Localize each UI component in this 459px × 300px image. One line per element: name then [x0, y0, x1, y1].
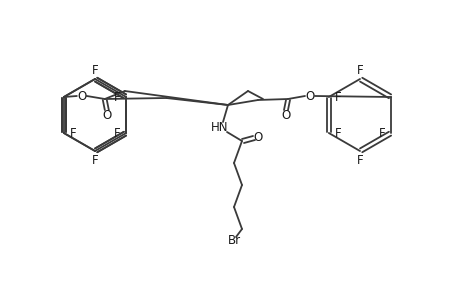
- Text: O: O: [281, 109, 290, 122]
- Text: O: O: [305, 89, 314, 103]
- Text: HN: HN: [211, 121, 228, 134]
- Text: F: F: [91, 154, 98, 166]
- Text: F: F: [69, 127, 76, 140]
- Text: O: O: [253, 130, 262, 143]
- Text: O: O: [77, 89, 86, 103]
- Text: F: F: [334, 127, 341, 140]
- Text: F: F: [334, 91, 341, 103]
- Text: Br: Br: [227, 235, 240, 248]
- Text: F: F: [91, 64, 98, 76]
- Text: F: F: [356, 154, 363, 166]
- Text: F: F: [356, 64, 363, 76]
- Text: F: F: [114, 91, 120, 103]
- Text: F: F: [114, 127, 120, 140]
- Text: O: O: [102, 109, 111, 122]
- Text: F: F: [378, 127, 385, 140]
